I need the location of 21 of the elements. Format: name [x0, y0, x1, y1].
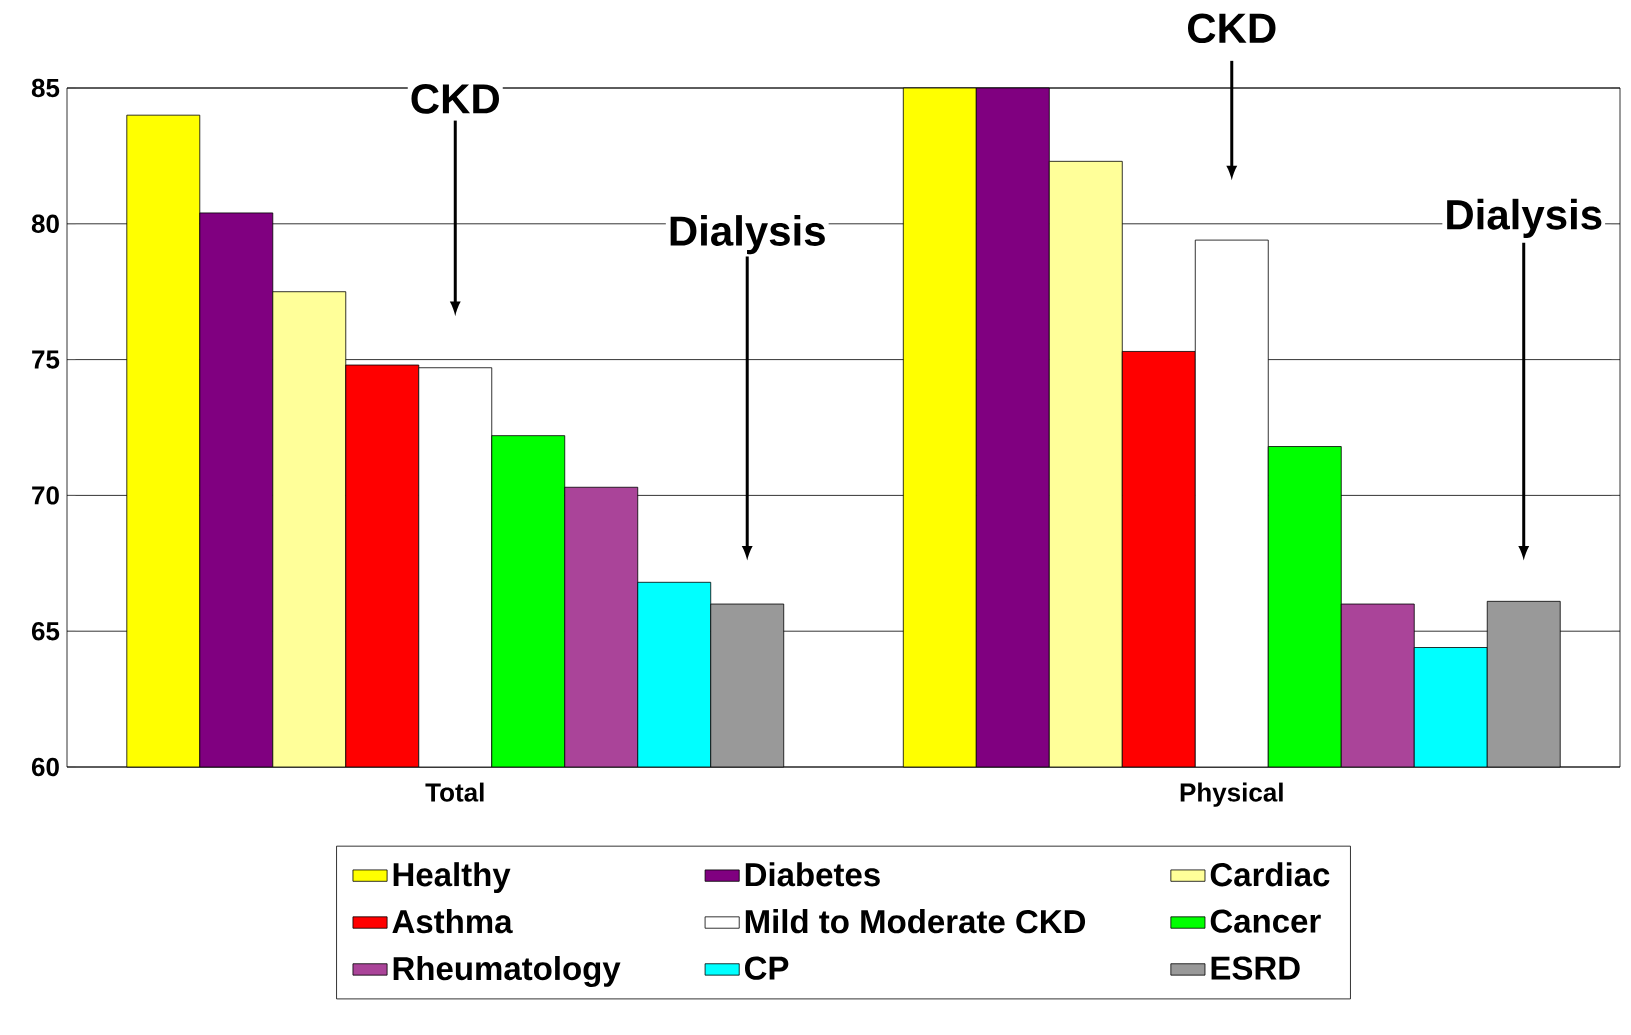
- legend-label: Rheumatology: [393, 956, 621, 987]
- y-tick-label: 85: [31, 78, 60, 98]
- y-tick-label: 70: [32, 486, 59, 505]
- annotation: CKD: [411, 84, 499, 114]
- legend-label: CP: [744, 956, 789, 980]
- y-tick-label: 80: [31, 214, 59, 233]
- y-tick-label: 75: [32, 350, 60, 369]
- text: CKD: [1187, 13, 1276, 44]
- legend-label: Cancer: [1210, 909, 1321, 933]
- legend-label: Healthy: [393, 862, 511, 893]
- y-tick-label: 60: [31, 757, 59, 777]
- annotation: Dialysis: [1447, 198, 1602, 238]
- y-tick-label: 65: [31, 621, 60, 641]
- legend-label: Cardiac: [1210, 862, 1330, 887]
- x-tick-label: Total: [425, 782, 484, 802]
- legend-label: Asthma: [392, 909, 513, 934]
- legend-label: Mild to Moderate CKD: [745, 909, 1086, 934]
- legend-label: Diabetes: [745, 862, 880, 887]
- annotation: Dialysis: [670, 215, 825, 255]
- legend-label: ESRD: [1211, 956, 1300, 980]
- x-tick-label: Physical: [1180, 782, 1283, 807]
